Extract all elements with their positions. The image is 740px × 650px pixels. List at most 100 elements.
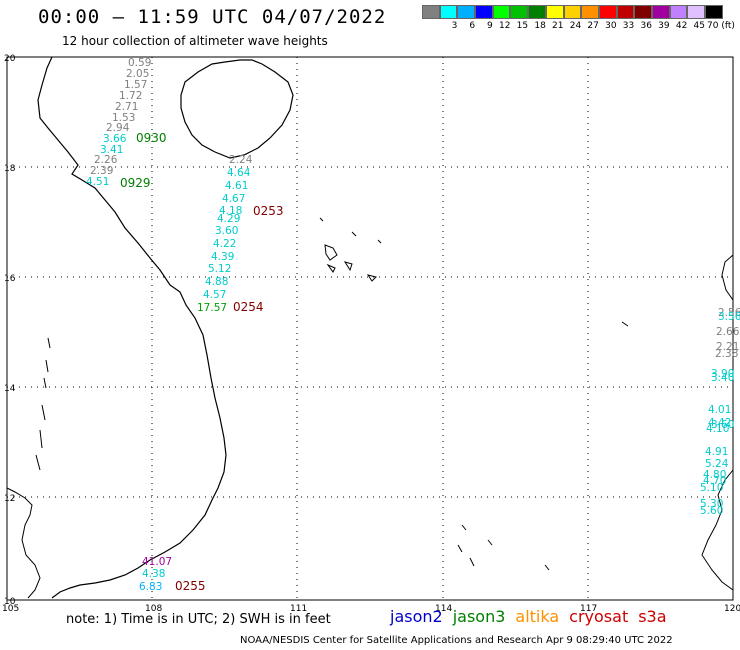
scale-swatch	[510, 5, 529, 19]
coastline-thailand-bits	[35, 337, 51, 471]
paracel-islands	[319, 217, 382, 282]
footer-note: note: 1) Time is in UTC; 2) SWH is in fe…	[66, 612, 331, 627]
swh-value-label: 4.39	[211, 251, 234, 263]
scale-label: 18	[534, 21, 546, 31]
scale-swatch	[634, 5, 652, 19]
swh-value-label: 1.72	[119, 90, 142, 102]
swh-value-label: 4.51	[86, 176, 109, 188]
swh-value-label: 2.39	[90, 165, 113, 177]
scale-label: 45	[693, 21, 705, 31]
scale-swatch	[422, 5, 440, 19]
swh-value-label: 1.53	[112, 112, 135, 124]
swh-value-label: 4.91	[705, 446, 728, 458]
scale-swatch	[705, 5, 723, 19]
swh-value-label: 4.64	[227, 167, 251, 179]
scale-label: 6	[469, 21, 476, 31]
swh-value-label: 3.40	[711, 372, 734, 384]
page-title: 00:00 – 11:59 UTC 04/07/2022	[38, 6, 387, 28]
swh-value-label: 4.38	[142, 568, 165, 580]
scale-label: 30	[605, 21, 617, 31]
pass-time-label: 0253	[253, 204, 284, 218]
scale-label: 12	[498, 21, 511, 31]
swh-value-label: 4.80	[703, 469, 726, 481]
swh-value-label: 3.90	[711, 368, 734, 380]
swh-value-label: 2.56	[718, 307, 740, 319]
swh-value-label: 4.18	[219, 205, 242, 217]
swh-value-label: 0.59	[128, 57, 151, 69]
scale-label: 27	[587, 21, 599, 31]
lat-label-12: 12	[4, 494, 15, 504]
color-scale	[422, 5, 723, 19]
swh-value-label: 2.38	[715, 348, 738, 360]
swh-value-label: 5.10	[700, 482, 723, 494]
graticule	[7, 57, 733, 600]
scale-swatch	[545, 5, 564, 19]
scale-swatch	[439, 5, 458, 19]
lat-label-14: 14	[4, 384, 16, 394]
scale-swatch	[669, 5, 688, 19]
swh-value-label: 2.26	[94, 154, 118, 166]
scale-swatch	[616, 5, 635, 19]
lon-label-105: 105	[2, 604, 19, 614]
swh-value-label: 3.60	[215, 225, 238, 237]
swh-value-label: 3.41	[100, 144, 123, 156]
swh-value-label: 3.56	[718, 311, 740, 323]
pass-times: 0930 0929 0253 0254 0255	[120, 131, 284, 593]
swh-value-label: 1.57	[124, 79, 147, 91]
lon-label-114: 114	[435, 604, 452, 614]
satellite-legend: jason2 jason3 altika cryosat s3a	[390, 607, 677, 626]
pass-time-label: 0254	[233, 300, 264, 314]
swh-value-label: 2.05	[126, 68, 149, 80]
swh-value-label: 2.66	[716, 326, 740, 338]
scale-label: 24	[569, 21, 582, 31]
swh-value-label: 3.60	[711, 419, 734, 431]
swh-value-label: 2.21	[716, 341, 739, 353]
scale-label: 3	[451, 21, 458, 31]
lon-label-108: 108	[145, 604, 162, 614]
scale-swatch	[598, 5, 617, 19]
scale-label: 9	[487, 21, 493, 31]
coastline-cambodia	[6, 487, 41, 599]
color-scale-labels: 3 6 9 12 15 18 21 24 27 30 33 36 39 42 45 70 (ft)	[422, 21, 735, 31]
scale-swatch	[457, 5, 476, 19]
swh-value-label: 5.60	[700, 505, 723, 517]
swh-value-label: 4.22	[213, 238, 236, 250]
satellite-name: jason3	[452, 607, 506, 626]
swh-value-label: 4.10	[706, 423, 729, 435]
scale-label: 42	[675, 21, 688, 31]
scale-swatch	[687, 5, 705, 19]
satellite-name: s3a	[638, 607, 667, 626]
swh-value-label: 4.57	[203, 289, 226, 301]
coastline-hainan	[180, 59, 294, 159]
swh-value-label: 5.12	[208, 263, 231, 275]
scale-label: 33	[622, 21, 635, 31]
swh-value-label: 5.24	[705, 458, 729, 470]
lon-label-117: 117	[580, 604, 597, 614]
pass-time-label: 0255	[175, 579, 206, 593]
scale-swatch	[528, 5, 546, 19]
scale-label: 39	[658, 21, 670, 31]
pass-time-label: 0929	[120, 176, 151, 190]
swh-value-label: 4.70	[703, 475, 726, 487]
scale-swatch	[563, 5, 582, 19]
swh-value-label: 3.66	[103, 133, 127, 145]
pass-time-label: 0930	[136, 131, 167, 145]
coastline-vietnam	[37, 56, 227, 599]
swh-value-label: 4.42	[708, 417, 731, 429]
swh-value-label: 4.01	[708, 404, 731, 416]
swh-value-label: 4.67	[222, 193, 245, 205]
scale-swatch	[492, 5, 511, 19]
swh-value-label: 41.07	[142, 556, 172, 568]
scale-label: 70 (ft)	[707, 21, 735, 31]
coastline-philippines	[701, 254, 734, 591]
swh-value-label: 4.88	[205, 276, 228, 288]
scale-label: 36	[640, 21, 652, 31]
scale-label: 21	[552, 21, 564, 31]
scale-swatch	[475, 5, 493, 19]
swh-value-label: 2.94	[106, 122, 130, 134]
swh-value-label: 4.29	[217, 213, 240, 225]
lon-label-111: 111	[290, 604, 307, 614]
satellite-name: jason2	[390, 607, 443, 626]
scale-swatch	[651, 5, 670, 19]
satellite-name: altika	[515, 607, 560, 626]
